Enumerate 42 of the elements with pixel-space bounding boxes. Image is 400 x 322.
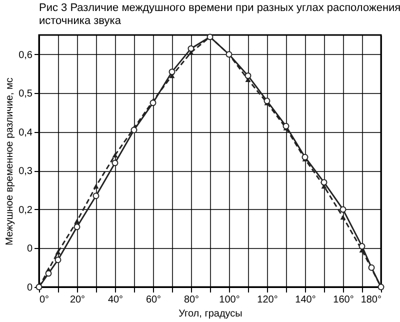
x-tick-label: 140° xyxy=(295,294,316,306)
y-axis-title: Межушное временное различие, мс xyxy=(4,78,16,246)
x-tick-label: 60° xyxy=(146,294,162,306)
x-tick-label: 160° xyxy=(333,294,354,306)
x-tick-label: 40° xyxy=(108,294,124,306)
point xyxy=(358,243,366,250)
y-tick-label: 0,3 xyxy=(18,166,33,178)
point xyxy=(55,250,61,254)
text: Рис 3 Различие междушного времени при разных углах расположения xyxy=(39,2,400,14)
x-tick-label: 0° xyxy=(40,294,50,306)
x-axis-title: Угол, градусы xyxy=(178,308,242,320)
point xyxy=(282,122,290,130)
y-tick-label: 0,6 xyxy=(18,50,33,61)
point xyxy=(340,214,346,220)
point xyxy=(150,100,156,106)
point xyxy=(264,98,270,104)
point xyxy=(168,68,176,76)
y-tick-label: 0,4 xyxy=(18,127,33,138)
point xyxy=(112,152,118,158)
y-tick-label: 0,2 xyxy=(18,204,33,216)
point xyxy=(74,224,80,230)
x-tick-label: 20° xyxy=(70,294,86,306)
y-tick-label: 0,5 xyxy=(18,88,33,100)
point xyxy=(320,179,328,186)
point xyxy=(188,45,194,52)
point xyxy=(368,264,375,271)
point xyxy=(92,192,100,200)
point xyxy=(302,154,308,160)
y-tick-label: 0 xyxy=(26,244,33,255)
y-tick-label: 0 xyxy=(26,282,33,294)
x-tick-label: 180° xyxy=(360,294,382,306)
point xyxy=(130,126,138,134)
text: источника звука xyxy=(39,15,121,28)
point xyxy=(340,206,346,213)
point xyxy=(93,184,99,189)
x-tick-label: 120° xyxy=(257,294,278,306)
x-tick-label: 80° xyxy=(184,294,200,306)
x-tick-label: 100° xyxy=(219,294,240,306)
point xyxy=(54,256,62,264)
point xyxy=(45,270,52,277)
point xyxy=(244,72,252,79)
point xyxy=(112,160,118,166)
